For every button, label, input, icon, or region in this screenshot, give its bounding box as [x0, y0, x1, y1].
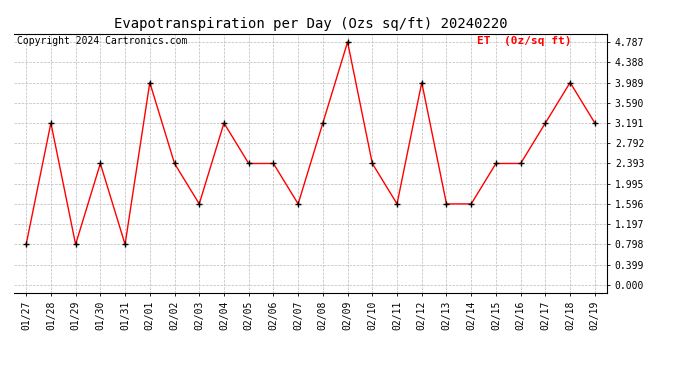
Title: Evapotranspiration per Day (Ozs sq/ft) 20240220: Evapotranspiration per Day (Ozs sq/ft) 2…: [114, 17, 507, 31]
Text: Copyright 2024 Cartronics.com: Copyright 2024 Cartronics.com: [17, 36, 187, 46]
Text: ET  (0z/sq ft): ET (0z/sq ft): [477, 36, 571, 46]
